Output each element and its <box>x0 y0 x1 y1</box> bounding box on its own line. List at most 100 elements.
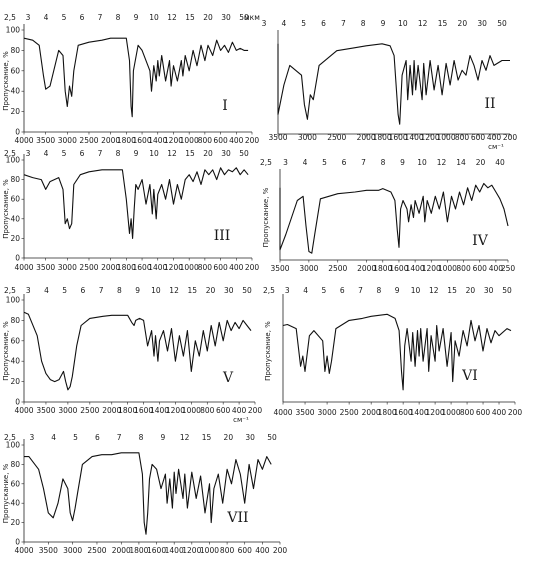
wavelength-tick-label: 20 <box>206 286 216 295</box>
spectrum-panel-5: 4000 3500 3000 2500 200018001600140012001000… <box>2 286 262 424</box>
wavelength-tick-label: 5 <box>62 286 67 295</box>
x-tick-label: 3000 <box>298 133 317 142</box>
x-tick-label: 4000 <box>14 406 33 415</box>
x-tick-label: 1400 <box>148 263 167 272</box>
x-unit-label: см⁻¹ <box>488 143 504 151</box>
wavelength-tick-label: 12 <box>180 433 190 442</box>
y-tick-label: 40 <box>10 214 20 223</box>
ir-spectrum-line <box>277 43 510 125</box>
x-tick-label: 3500 <box>36 263 55 272</box>
wavelength-tick-label: 4 <box>44 149 49 158</box>
x-tick-label: 800 <box>220 546 235 555</box>
wavelength-tick-label: 4 <box>303 158 308 167</box>
x-tick-label: 1400 <box>405 133 424 142</box>
wavelength-tick-label: 3 <box>29 433 34 442</box>
wavelength-tick-label: 30 <box>484 286 494 295</box>
x-tick-label: 400 <box>489 264 504 273</box>
wavelength-tick-label: 30 <box>221 149 231 158</box>
x-tick-label: 4000 <box>273 408 292 417</box>
x-tick-label: 800 <box>198 136 213 145</box>
x-tick-label: 1200 <box>164 263 183 272</box>
x-tick-label: 1800 <box>117 136 136 145</box>
y-tick-label: 100 <box>6 26 21 35</box>
wavelength-unit-label: мкм <box>244 13 260 22</box>
wavelength-tick-label: 3 <box>26 13 31 22</box>
wavelength-tick-label: 12 <box>429 286 439 295</box>
x-tick-label: 1000 <box>437 133 456 142</box>
wavelength-tick-label: 9 <box>160 433 165 442</box>
wavelength-tick-label: 8 <box>117 286 122 295</box>
wavelength-tick-label: 15 <box>202 433 212 442</box>
wavelength-tick-label: 7 <box>98 149 103 158</box>
x-tick-label: 1800 <box>117 263 136 272</box>
x-tick-label: 3500 <box>268 133 287 142</box>
y-tick-label: 20 <box>10 234 20 243</box>
x-tick-label: 1000 <box>182 406 201 415</box>
x-tick-label: 1600 <box>147 546 166 555</box>
x-tick-label: 600 <box>213 136 228 145</box>
ir-spectrum-line <box>279 182 509 254</box>
x-tick-label: 4000 <box>14 136 33 145</box>
wavelength-tick-label: 2,5 <box>4 13 16 22</box>
x-tick-label: 3000 <box>63 546 82 555</box>
x-tick-label: 2500 <box>327 133 346 142</box>
wavelength-tick-label: 8 <box>376 286 381 295</box>
x-tick-label: 3500 <box>270 264 289 273</box>
x-tick-label: 400 <box>229 263 244 272</box>
wavelength-tick-label: 20 <box>458 19 468 28</box>
x-tick-label: 2500 <box>87 546 106 555</box>
y-tick-label: 100 <box>6 156 21 165</box>
wavelength-tick-label: 12 <box>418 19 428 28</box>
x-tick-label: 1600 <box>389 133 408 142</box>
wavelength-tick-label: 7 <box>99 286 104 295</box>
x-tick-label: 2500 <box>328 264 347 273</box>
wavelength-tick-label: 50 <box>502 286 512 295</box>
panel-label: I <box>222 98 228 114</box>
y-tick-label: 100 <box>6 296 21 305</box>
y-tick-label: 60 <box>10 66 20 75</box>
wavelength-tick-label: 10 <box>417 158 427 167</box>
wavelength-tick-label: 5 <box>62 149 67 158</box>
wavelength-tick-label: 4 <box>281 19 286 28</box>
x-tick-label: 200 <box>248 406 263 415</box>
x-tick-label: 200 <box>245 136 260 145</box>
x-tick-label: 800 <box>460 408 475 417</box>
wavelength-tick-label: 40 <box>495 158 505 167</box>
y-tick-label: 80 <box>10 316 20 325</box>
ir-spectrum-line <box>23 311 252 391</box>
x-tick-label: 1000 <box>180 263 199 272</box>
wavelength-tick-label: 9 <box>381 19 386 28</box>
wavelength-tick-label: 2,5 <box>4 149 16 158</box>
wavelength-tick-label: 10 <box>149 13 159 22</box>
x-tick-label: 200 <box>245 263 260 272</box>
wavelength-tick-label: 4 <box>51 433 56 442</box>
x-tick-label: 3500 <box>36 136 55 145</box>
x-tick-label: 1800 <box>129 546 148 555</box>
panel-label: II <box>484 96 495 112</box>
x-tick-label: 3000 <box>318 408 337 417</box>
y-tick-label: 20 <box>10 518 20 527</box>
wavelength-tick-label: 9 <box>134 13 139 22</box>
x-tick-label: 1000 <box>438 264 457 273</box>
x-tick-label: 3000 <box>58 263 77 272</box>
x-tick-label: 400 <box>229 136 244 145</box>
wavelength-tick-label: 15 <box>447 286 457 295</box>
x-tick-label: 1400 <box>406 264 425 273</box>
y-tick-label: 0 <box>15 128 20 137</box>
wavelength-tick-label: 50 <box>239 149 249 158</box>
wavelength-tick-label: 15 <box>185 149 195 158</box>
x-tick-label: 2000 <box>112 546 131 555</box>
x-tick-label: 1400 <box>150 406 169 415</box>
y-tick-label: 40 <box>10 87 20 96</box>
wavelength-tick-label: 3 <box>26 149 31 158</box>
x-tick-label: 800 <box>455 133 470 142</box>
x-tick-label: 1000 <box>180 136 199 145</box>
y-axis-label: Пропускание, % <box>2 179 10 239</box>
wavelength-tick-label: 7 <box>341 19 346 28</box>
wavelength-tick-label: 10 <box>411 286 421 295</box>
wavelength-tick-label: 2,5 <box>260 158 272 167</box>
panel-label: V <box>222 370 234 386</box>
